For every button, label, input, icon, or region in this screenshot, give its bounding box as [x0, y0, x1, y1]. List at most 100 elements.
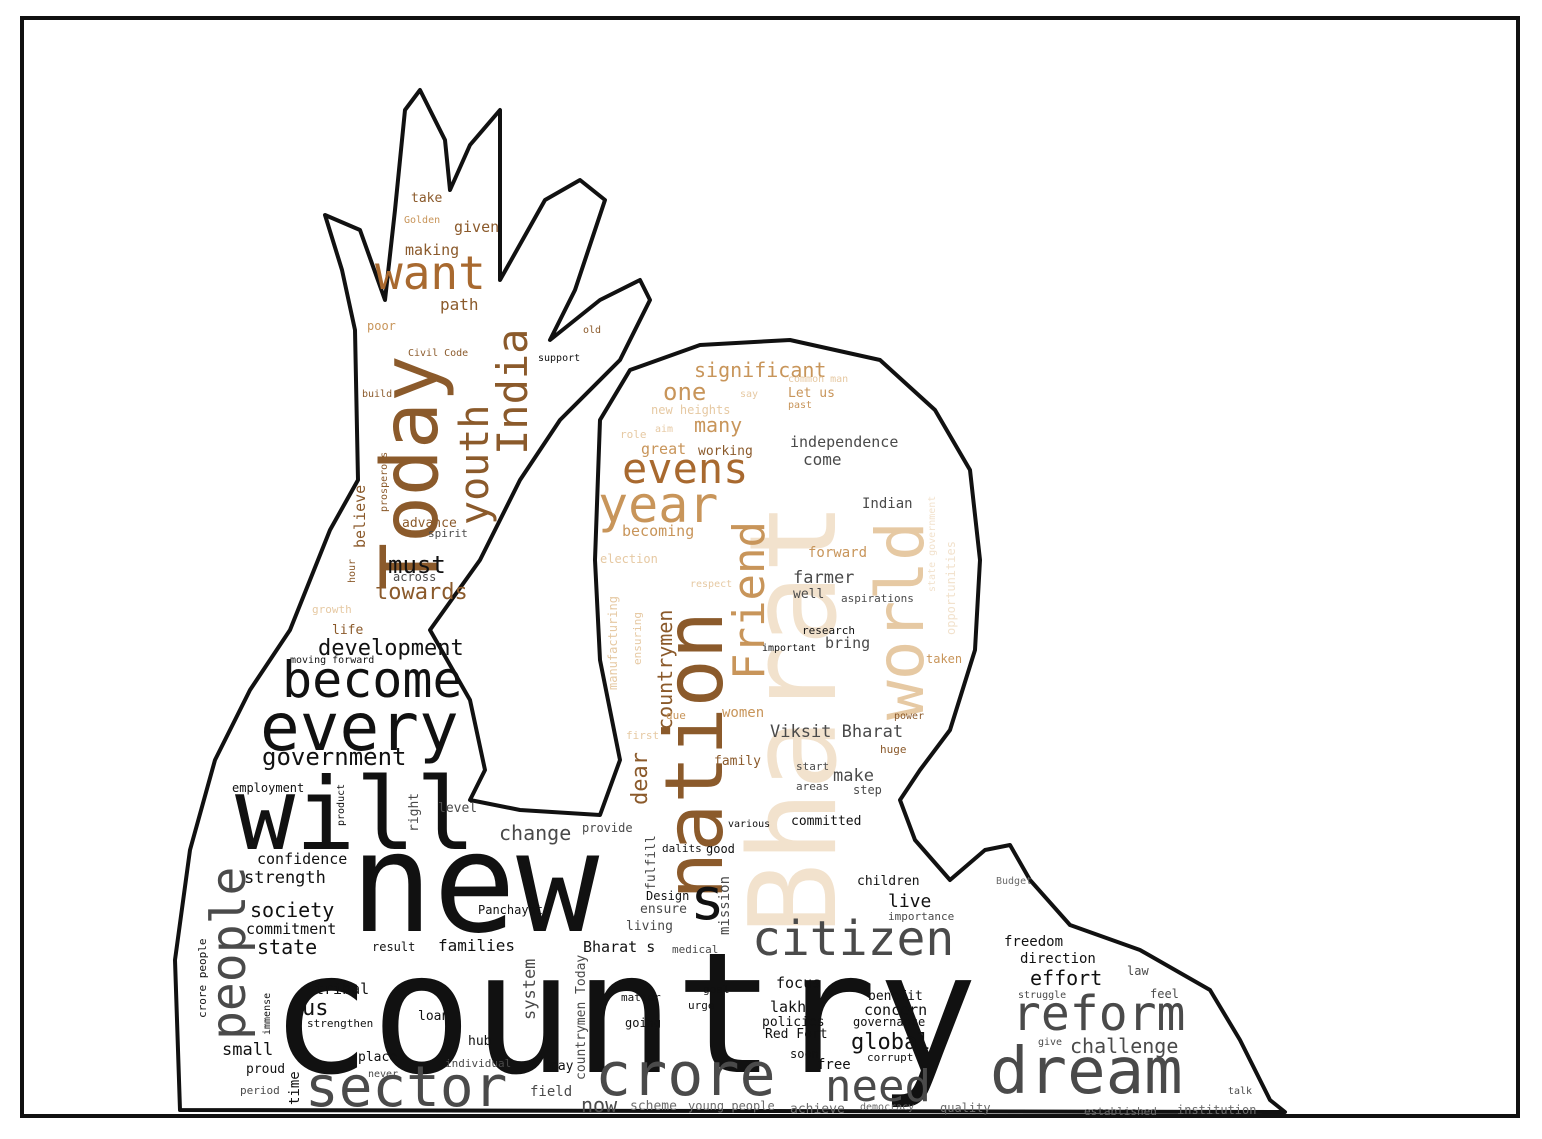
word-people: people: [201, 866, 257, 1040]
word-election: election: [600, 552, 658, 566]
word-crore: crore: [595, 1040, 776, 1110]
word-aim: aim: [655, 424, 674, 435]
word-development: development: [318, 636, 464, 661]
word-talk: talk: [1228, 1086, 1253, 1097]
word-tribal: tribal: [315, 980, 370, 998]
word-important: important: [762, 643, 817, 654]
word-start: start: [796, 760, 830, 773]
word-hour: hour: [347, 558, 358, 583]
word-role: role: [620, 428, 647, 441]
word-benefit: benefit: [868, 989, 923, 1004]
word-aspirations: aspirations: [841, 592, 914, 605]
word-urge: urge: [688, 999, 715, 1012]
word-freedom: freedom: [1004, 934, 1064, 950]
word-advance: advance: [402, 516, 457, 531]
word-civil-code: Civil Code: [408, 348, 469, 359]
word-believe: believe: [351, 484, 369, 548]
word-strengthen: strengthen: [307, 1017, 374, 1030]
word-new-heights: new heights: [651, 403, 731, 417]
word-every: every: [260, 689, 459, 766]
word-provide: provide: [582, 821, 633, 835]
word-want: want: [375, 246, 486, 300]
word-must: must: [388, 551, 446, 579]
word-individual: individual: [445, 1057, 512, 1070]
word-confidence: confidence: [257, 850, 348, 868]
word-direction: direction: [1020, 951, 1096, 967]
word-various: various: [728, 819, 771, 830]
word-past: past: [788, 400, 813, 411]
word-reform: reform: [1012, 986, 1186, 1042]
word-bring: bring: [825, 634, 871, 652]
word-huge: huge: [880, 743, 907, 756]
word-effort: effort: [1030, 966, 1103, 990]
word-governance: governance: [853, 1015, 926, 1029]
word-right: right: [407, 792, 422, 832]
word-well: well: [793, 587, 825, 602]
word-come: come: [803, 450, 842, 469]
word-viksit-bharat: Viksit Bharat: [770, 722, 904, 742]
word-life: life: [332, 623, 364, 638]
word-corrupt: corrupt: [867, 1051, 914, 1064]
word-live: live: [888, 891, 932, 912]
word-dear: dear: [628, 752, 653, 805]
word-sector: sector: [305, 1055, 508, 1120]
word-achieve: achieve: [790, 1102, 845, 1117]
word-women: women: [722, 705, 765, 721]
word-first: first: [626, 729, 660, 742]
word-power: power: [894, 711, 925, 722]
word-prosperous: prosperous: [379, 451, 390, 512]
word-moving-forward: moving forward: [290, 655, 375, 666]
word-struggle: struggle: [1018, 990, 1067, 1001]
word-medical: medical: [672, 943, 719, 956]
word-family: family: [714, 754, 761, 769]
word-immense: immense: [262, 992, 273, 1035]
word-panchayat: Panchayat: [478, 903, 544, 917]
word-law: law: [1127, 964, 1149, 978]
word-ensure: ensure: [640, 902, 687, 917]
word-s: s: [690, 865, 725, 933]
word-great: great: [641, 440, 687, 458]
word-challenge: challenge: [1070, 1034, 1179, 1058]
word-us: us: [302, 996, 329, 1021]
word-scheme: scheme: [630, 1099, 677, 1114]
word-support: support: [538, 353, 581, 364]
word-becoming: becoming: [622, 522, 695, 540]
word-policies: policies: [762, 1015, 825, 1030]
word-democracy: democracy: [860, 1102, 915, 1113]
word-evens: evens: [622, 444, 749, 493]
word-golden: Golden: [404, 215, 441, 226]
word-level: level: [438, 801, 478, 816]
word-spirit: spirit: [428, 527, 468, 540]
word-state: state: [257, 935, 318, 959]
word-young-people: young people: [688, 1099, 775, 1113]
word-taken: taken: [926, 652, 963, 666]
word-time: time: [287, 1071, 303, 1105]
word-families: families: [438, 936, 516, 955]
word-many: many: [694, 413, 743, 437]
word-research: research: [802, 624, 855, 637]
word-dalits: dalits: [662, 842, 702, 855]
word-mission: mission: [717, 875, 733, 935]
word-quality: quality: [940, 1101, 991, 1115]
word-friend: Friend: [724, 521, 775, 680]
word-build: build: [362, 389, 393, 400]
word-established: established: [1084, 1105, 1157, 1118]
word-crore-people: crore people: [196, 938, 209, 1018]
word-common-man: common man: [788, 374, 849, 385]
word-field: field: [530, 1084, 573, 1100]
word-day: day: [550, 1059, 574, 1074]
word-change: change: [499, 821, 572, 845]
word-government: government: [262, 743, 407, 771]
word-respect: respect: [690, 579, 733, 590]
word-concern: concern: [864, 1001, 928, 1019]
word-youth: youth: [452, 404, 498, 525]
word-making: making: [405, 241, 460, 259]
word-take: take: [411, 191, 443, 206]
word-country: country: [270, 916, 979, 1112]
word-make: make: [833, 766, 874, 786]
word-give: give: [1038, 1037, 1063, 1048]
word-step: step: [853, 783, 882, 797]
word-become: become: [282, 651, 463, 709]
